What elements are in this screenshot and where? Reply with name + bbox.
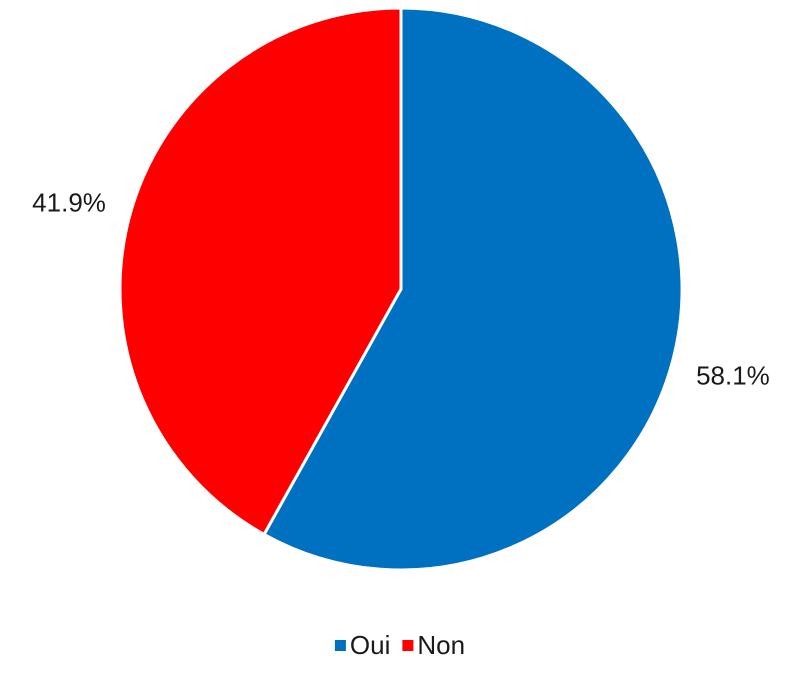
pie-slices — [118, 6, 684, 572]
legend-label-non: Non — [417, 630, 465, 660]
legend-label-oui: Oui — [350, 630, 390, 660]
legend-item-non: Non — [402, 630, 465, 660]
legend-item-oui: Oui — [334, 630, 390, 660]
pie-data-labels: 58.1% 41.9% — [32, 188, 770, 391]
legend: Oui Non — [334, 630, 465, 660]
legend-swatch-oui — [334, 640, 346, 651]
legend-swatch-non — [402, 640, 414, 651]
pie-slice-oui — [262, 6, 684, 572]
data-label-oui: 58.1% — [696, 360, 770, 390]
data-label-non: 41.9% — [32, 188, 106, 218]
pie-slice-non — [118, 6, 403, 536]
